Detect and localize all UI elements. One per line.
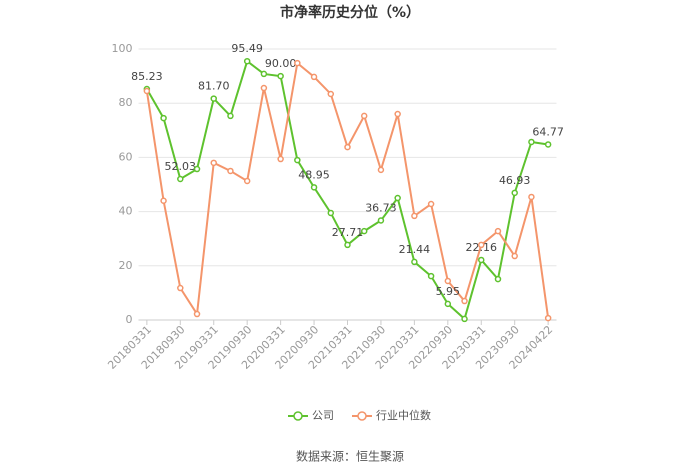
point (444, 300, 452, 308)
point (327, 90, 335, 98)
point (310, 73, 318, 81)
point (243, 177, 251, 185)
point (193, 165, 201, 173)
data-label: 48.95 (298, 168, 330, 181)
point (478, 256, 485, 264)
point (210, 95, 217, 102)
data-label: 21.44 (399, 243, 431, 256)
data-label: 64.77 (532, 125, 564, 138)
point (344, 143, 351, 151)
point (360, 227, 368, 235)
point (494, 227, 502, 235)
y-tick-label: 80 (119, 96, 133, 109)
y-tick-label: 100 (112, 42, 133, 55)
point (411, 258, 418, 266)
y-tick-label: 20 (119, 259, 133, 272)
data-label: 52.03 (165, 160, 197, 173)
data-label: 46.93 (499, 174, 531, 187)
point (394, 194, 401, 202)
point (544, 314, 552, 322)
point (243, 57, 251, 65)
data-label: 95.49 (231, 42, 263, 55)
series-line (145, 61, 550, 319)
point (544, 141, 552, 148)
y-tick-label: 60 (119, 150, 133, 163)
data-label: 36.73 (365, 201, 397, 214)
point (193, 310, 201, 318)
y-tick-label: 40 (119, 205, 133, 218)
point (377, 217, 385, 224)
point (210, 159, 217, 167)
data-label: 90.00 (265, 57, 297, 70)
point (444, 277, 452, 285)
point (461, 315, 468, 323)
point (227, 112, 234, 120)
y-tick-label: 0 (126, 313, 133, 326)
point (411, 212, 418, 220)
point (177, 284, 184, 292)
point (344, 241, 351, 249)
point (260, 84, 268, 92)
legend-label: 行业中位数 (376, 408, 431, 422)
data-label: 27.71 (332, 226, 364, 239)
point (260, 70, 268, 78)
point (277, 72, 284, 80)
point (143, 87, 151, 95)
data-label: 85.23 (131, 70, 163, 83)
point (394, 110, 401, 118)
point (528, 138, 535, 146)
point (277, 155, 284, 163)
point (160, 114, 167, 122)
point (511, 189, 518, 197)
point (327, 209, 335, 217)
point (427, 200, 435, 208)
data-label: 81.70 (198, 80, 230, 93)
point (294, 59, 301, 67)
data-label: 5.95 (436, 285, 461, 298)
point (377, 166, 385, 174)
legend-marker (293, 411, 303, 421)
point (478, 241, 485, 249)
legend-marker (357, 411, 367, 421)
point (177, 175, 184, 183)
legend-label: 公司 (312, 409, 334, 422)
point (360, 112, 368, 120)
point (494, 275, 502, 283)
point (461, 297, 468, 305)
point (294, 156, 301, 164)
point (528, 193, 535, 201)
point (427, 272, 435, 280)
chart-title: 市净率历史分位（%） (280, 4, 420, 21)
point (227, 167, 234, 175)
point (511, 252, 518, 260)
point (310, 184, 318, 191)
source: 数据来源：恒生聚源 (296, 449, 404, 464)
series-line (145, 59, 549, 321)
point (160, 197, 167, 205)
